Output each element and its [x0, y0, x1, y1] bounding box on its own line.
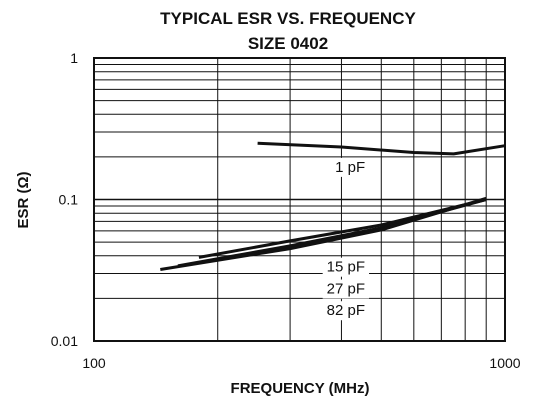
chart-title: TYPICAL ESR VS. FREQUENCY	[160, 9, 416, 28]
series-label: 27 pF	[327, 280, 365, 297]
series-label-background	[322, 257, 370, 277]
x-tick-label: 1000	[489, 355, 520, 371]
y-tick-label: 0.1	[59, 192, 79, 208]
x-axis-title: FREQUENCY (MHz)	[231, 380, 370, 397]
tick-labels: 100 1000 1 0.1 0.01	[51, 50, 521, 371]
series-label-background	[322, 279, 370, 299]
y-tick-label: 1	[70, 50, 78, 66]
series-line	[160, 196, 487, 271]
series-line	[257, 141, 506, 156]
plot-frame	[93, 57, 506, 342]
y-axis-title: ESR (Ω)	[15, 171, 32, 228]
series-layer: 1 pF 15 pF 27 pF 82 pF	[160, 141, 506, 321]
series-label: 1 pF	[335, 159, 365, 176]
series-label-background	[322, 301, 370, 321]
series-label-background	[331, 157, 370, 177]
series-label: 15 pF	[327, 259, 365, 276]
y-tick-label: 0.01	[51, 333, 78, 349]
chart-subtitle: SIZE 0402	[248, 34, 328, 53]
x-tick-label: 100	[82, 355, 106, 371]
series-label: 82 pF	[327, 302, 365, 319]
series-line	[198, 198, 487, 259]
grid	[94, 58, 505, 341]
